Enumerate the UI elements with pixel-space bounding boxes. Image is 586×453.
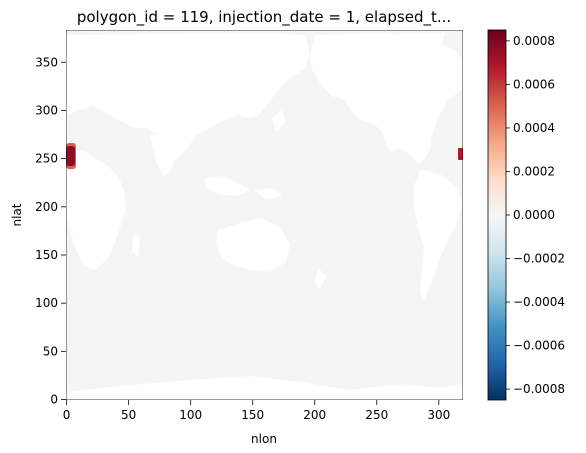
land-new-guinea [254,188,282,200]
x-tick-label: 250 [365,408,388,422]
land-india [150,134,176,176]
x-axis-label: nlon [251,432,277,446]
y-tick-label: 300 [35,103,58,117]
y-tick-label: 0 [50,393,58,407]
land-north-america [310,33,462,164]
y-tick-label: 50 [43,344,58,358]
chart-title: polygon_id = 119, injection_date = 1, el… [77,8,451,27]
y-axis-label: nlat [10,203,24,226]
plot-area [66,30,463,400]
y-axis: 0 50 100 150 200 250 300 350 [35,55,66,407]
colorbar-tick-label: −0.0008 [513,382,565,396]
x-tick-label: 150 [241,408,264,422]
land-antarctica [66,376,463,400]
colorbar-tick-label: 0.0002 [513,164,555,178]
land-madagascar [132,232,140,258]
hotspot-right [458,148,463,160]
hotspot-left [66,143,76,169]
land-australia [216,218,290,272]
x-tick-label: 50 [121,408,136,422]
land-africa [66,148,126,270]
colorbar-tick-label: −0.0002 [513,252,565,266]
colorbar-tick-label: 0.0008 [513,34,555,48]
x-axis: 0 50 100 150 200 250 300 [63,400,450,422]
land-south-america [414,170,462,300]
colorbar-tick-label: −0.0006 [513,339,565,353]
colorbar-gradient [487,29,507,401]
x-tick-label: 0 [63,408,71,422]
colorbar-tick-label: 0.0000 [513,208,555,222]
colorbar: −0.0008 −0.0006 −0.0004 −0.0002 0.0000 0.0002… [487,29,565,401]
colorbar-tick-label: 0.0006 [513,77,555,91]
hotspot-left-core [66,146,75,166]
colorbar-tick-label: 0.0004 [513,121,555,135]
colorbar-ticks: −0.0008 −0.0006 −0.0004 −0.0002 0.0000 0.0002… [506,34,565,396]
land-greenland [398,33,445,62]
y-tick-label: 250 [35,152,58,166]
y-tick-label: 150 [35,248,58,262]
land-mask [66,33,463,400]
x-tick-label: 100 [179,408,202,422]
y-tick-label: 200 [35,200,58,214]
colorbar-tick-label: −0.0004 [513,295,565,309]
x-tick-label: 200 [303,408,326,422]
x-tick-label: 300 [427,408,450,422]
land-new-zealand [314,268,326,290]
land-eurasia [66,33,310,160]
y-tick-label: 350 [35,55,58,69]
y-tick-label: 100 [35,296,58,310]
hotspot-right-core [458,148,463,160]
land-japan [272,110,286,132]
land-maritime-se-asia [204,176,250,196]
